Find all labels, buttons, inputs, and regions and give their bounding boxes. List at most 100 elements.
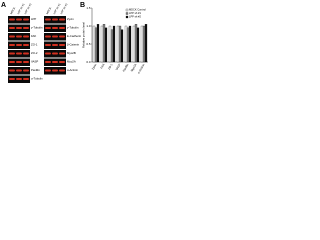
row-label: ZO-1 — [31, 43, 38, 47]
blot-band — [23, 52, 29, 55]
row-label: γ-Tubulin — [67, 26, 79, 30]
x-tick-label: α-Actinin — [137, 62, 146, 74]
x-tick-label: Myo2A — [130, 63, 138, 73]
row-label: α-Tubulin — [31, 77, 43, 81]
legend-swatch — [125, 8, 129, 12]
column-label: MDCK — [9, 6, 16, 15]
panel-label: B — [80, 2, 85, 9]
row-label: α-Actinin — [67, 68, 78, 72]
x-tick-label: FAK — [99, 63, 105, 70]
bar — [116, 25, 120, 63]
blot-band — [45, 61, 51, 63]
row-label: Paxillin — [31, 68, 40, 72]
blot-band — [9, 69, 15, 72]
x-tick-label: Zyxin — [91, 62, 98, 70]
blot-band — [52, 35, 58, 38]
legend-label: LPP sh #1 — [129, 11, 141, 15]
blot-band — [59, 27, 65, 29]
blot-band — [23, 78, 29, 80]
blot-band — [9, 27, 15, 29]
y-tick-label: 0.0 — [86, 60, 91, 64]
blot-band — [45, 52, 51, 55]
blot-band — [23, 61, 29, 63]
blot-band — [45, 18, 51, 21]
blot-band — [52, 27, 58, 29]
blot-band — [23, 18, 29, 21]
bar — [126, 27, 130, 63]
x-tick-label: VASP — [114, 63, 121, 71]
blot-band — [16, 61, 22, 63]
blot-band — [16, 44, 22, 46]
row-label: E-Cadherin — [67, 34, 82, 38]
blot-band — [9, 61, 15, 63]
blot-band — [16, 35, 22, 38]
bar — [104, 27, 108, 63]
blot-band — [52, 61, 58, 63]
bar — [132, 25, 136, 63]
blot-band — [59, 69, 65, 72]
y-tick-label: 1.0 — [86, 24, 91, 28]
legend-swatch — [125, 15, 129, 19]
row-label: γ-Tubulin — [31, 26, 43, 30]
blot-band — [45, 35, 51, 38]
bar — [134, 24, 138, 63]
bar — [96, 24, 100, 63]
blot-band — [52, 69, 58, 72]
panel-label: A — [1, 2, 6, 9]
blot-band — [52, 18, 58, 21]
bar — [142, 25, 146, 63]
blot-band — [23, 35, 29, 38]
bar — [124, 25, 128, 63]
legend-label: MDCK Control — [129, 8, 146, 12]
bar — [100, 25, 104, 63]
bar — [108, 25, 112, 63]
x-tick-label: Paxillin — [122, 62, 130, 72]
bar — [110, 29, 114, 63]
blot-band — [23, 44, 29, 46]
blot-band — [45, 44, 51, 46]
blot-band — [16, 69, 22, 72]
bar — [112, 25, 116, 63]
row-label: LPP — [31, 17, 36, 21]
y-tick-label: 1.5 — [86, 6, 91, 10]
column-label: LPP sh #2 — [23, 2, 33, 15]
blot-band — [52, 44, 58, 46]
blot-band — [9, 44, 15, 46]
column-label: MDCK — [45, 6, 52, 15]
blot-band — [52, 52, 58, 55]
row-label: ZO-2 — [31, 51, 38, 55]
blot-band — [16, 27, 22, 29]
column-label: LPP sh #1 — [16, 2, 26, 15]
row-label: Myo2B — [67, 51, 76, 55]
blot-band — [16, 78, 22, 80]
row-label: Zyxin — [67, 17, 74, 21]
bar — [94, 27, 98, 63]
blot-band — [59, 61, 65, 63]
blot-band — [9, 78, 15, 80]
blot-band — [9, 18, 15, 21]
row-label: VASP — [31, 60, 38, 64]
bar — [144, 24, 148, 63]
blot-band — [59, 35, 65, 38]
legend-label: LPP sh #2 — [129, 15, 141, 19]
blot-band — [45, 69, 51, 72]
blot-band — [59, 18, 65, 21]
blot-band — [23, 27, 29, 29]
bar — [136, 27, 140, 63]
row-label: β-Catenin — [67, 43, 80, 47]
page: A B MDCK LPP sh #1 LPP sh #2 LPP γ-Tubulin FA… — [0, 0, 320, 88]
x-tick-label: ZO-1 — [107, 62, 114, 70]
row-label: FAK — [31, 34, 36, 38]
bar — [92, 25, 96, 63]
blot-band — [59, 44, 65, 46]
y-tick-label: 0.5 — [86, 42, 91, 46]
bar — [128, 25, 132, 63]
row-label: Myo2A — [67, 60, 76, 64]
bar — [120, 29, 124, 63]
column-label: LPP sh #1 — [52, 2, 62, 15]
bar — [140, 25, 144, 63]
blot-band — [9, 35, 15, 38]
blot-band — [23, 69, 29, 72]
bar — [102, 24, 106, 63]
